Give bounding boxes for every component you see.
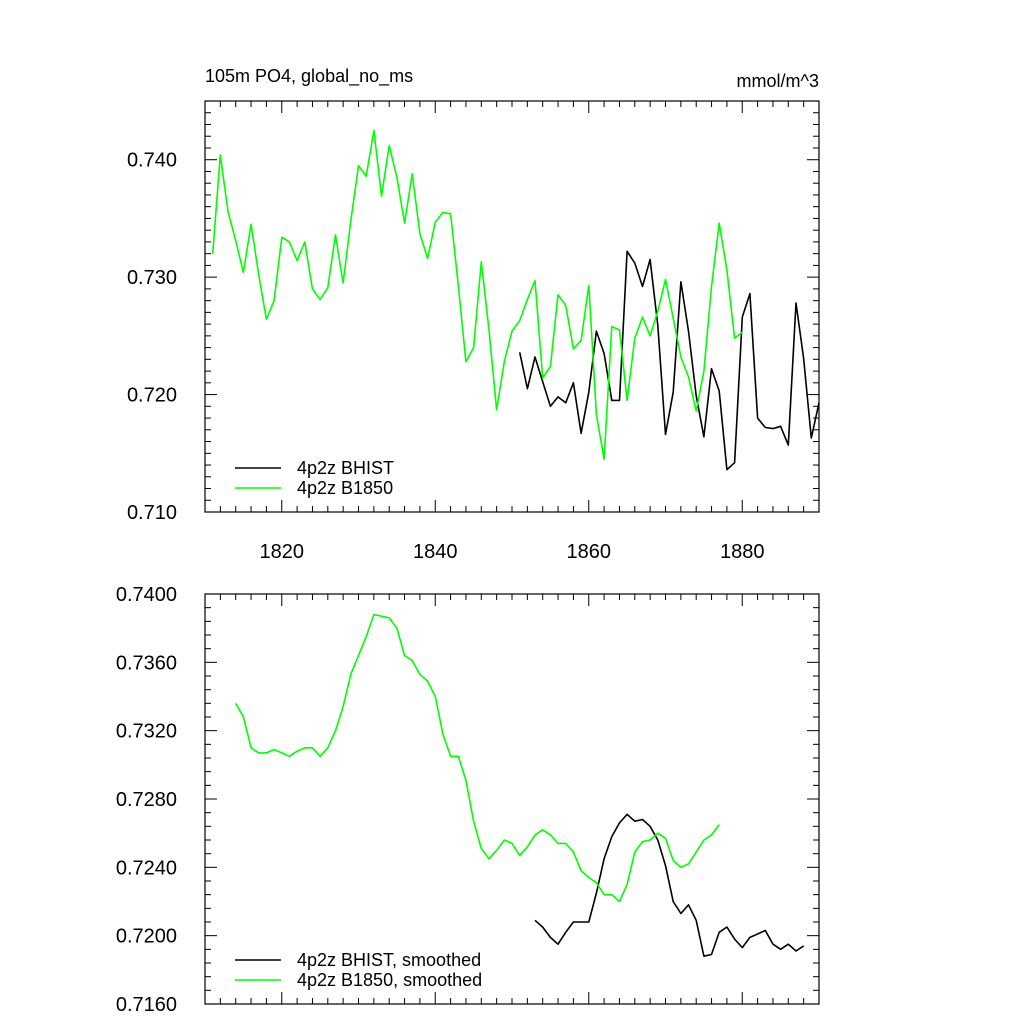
plot-frame-bottom	[204, 593, 820, 1005]
axis-ticks-bottom	[204, 593, 820, 1005]
legend-label: 4p2z B1850	[297, 478, 393, 498]
units-label: mmol/m^3	[737, 71, 819, 91]
series-lines-bottom	[235, 613, 805, 958]
series-line-b1850	[235, 613, 720, 903]
y-tick-label: 0.710	[127, 502, 177, 524]
series-line-bhist	[518, 250, 820, 471]
y-tick-label: 0.730	[127, 267, 177, 289]
plot-frame-top	[204, 100, 820, 513]
y-tick-label: 0.7400	[116, 584, 177, 606]
y-tick-label: 0.7280	[116, 789, 177, 811]
y-tick-label: 0.7160	[116, 994, 177, 1016]
x-tick-label: 1860	[567, 541, 612, 563]
x-tick-label: 1840	[413, 541, 458, 563]
y-tick-label: 0.7360	[116, 652, 177, 674]
chart-panel-top: 105m PO4, global_no_ms mmol/m^3 0.7100.7…	[127, 66, 820, 563]
legend-label: 4p2z BHIST, smoothed	[297, 950, 481, 970]
series-lines-top	[211, 129, 820, 471]
axis-ticks-top	[204, 100, 820, 513]
series-line-b1850	[211, 129, 743, 461]
x-tick-label: 1880	[720, 541, 765, 563]
y-tick-label: 0.720	[127, 385, 177, 407]
y-tick-label: 0.7200	[116, 926, 177, 948]
legend-label: 4p2z BHIST	[297, 458, 394, 478]
chart-title: 105m PO4, global_no_ms	[205, 66, 413, 87]
tick-labels-bottom: 0.7160 0.7200 0.7240 0.7280 0.7320 0.7360 0.74…	[116, 584, 177, 1016]
y-tick-label: 0.740	[127, 150, 177, 172]
x-tick-label: 1820	[260, 541, 305, 563]
y-tick-label: 0.7320	[116, 721, 177, 743]
y-tick-label: 0.7240	[116, 857, 177, 879]
tick-labels-top: 0.710 0.720 0.730 0.740 1820 1840 1860 1880	[127, 150, 765, 563]
series-line-bhist	[534, 813, 805, 958]
chart-panel-bottom: 0.7160 0.7200 0.7240 0.7280 0.7320 0.7360 0.74…	[116, 584, 820, 1016]
legend-label: 4p2z B1850, smoothed	[297, 970, 482, 990]
